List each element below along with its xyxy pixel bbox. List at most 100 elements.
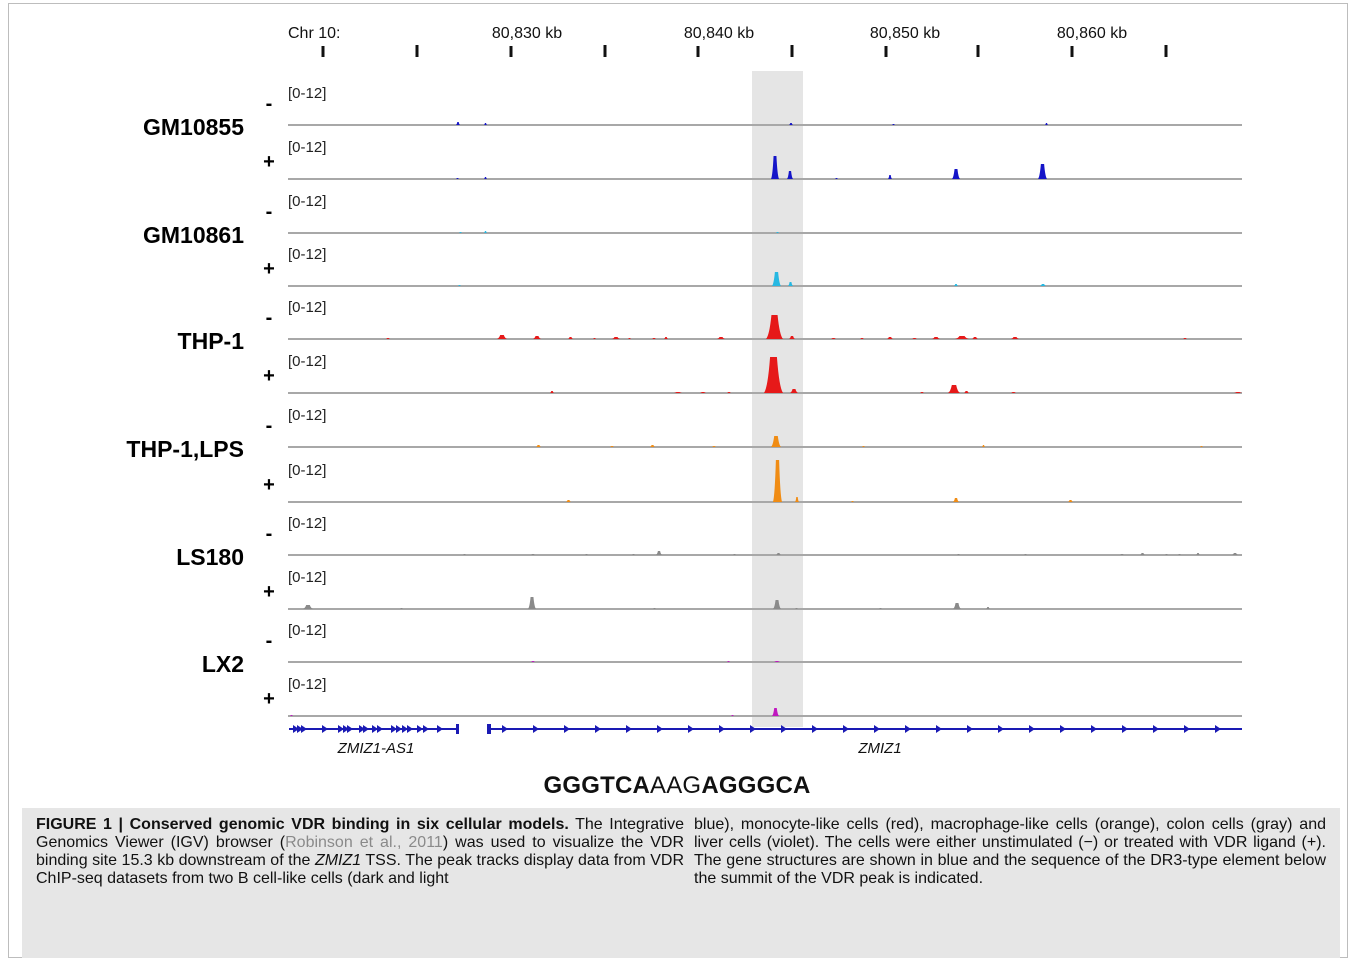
track-range-label: [0-12] — [288, 193, 326, 210]
cell-line-label: LS180 — [176, 544, 244, 570]
peak — [536, 445, 541, 447]
chrom-label: Chr 10: — [288, 25, 340, 42]
cell-line-label: THP-1 — [178, 328, 245, 354]
peak — [1165, 554, 1168, 555]
peak — [982, 445, 985, 447]
peak — [733, 554, 736, 555]
peak — [1120, 554, 1124, 555]
peak — [835, 178, 838, 179]
gene-exon-zmiz1-start — [487, 724, 491, 734]
peak — [1200, 446, 1203, 447]
ligand-plus-label: + — [263, 151, 275, 173]
peak — [674, 392, 682, 393]
peak — [458, 285, 461, 286]
track-lx2-minus: [0-12]- — [266, 622, 1242, 663]
peak — [459, 232, 462, 233]
peak — [787, 171, 793, 179]
strand-arrow — [297, 725, 303, 733]
caption-text-1: The Integrative Genomics Viewer (IGV) br… — [36, 816, 685, 851]
caption-title: FIGURE 1 | Conserved genomic VDR binding… — [36, 816, 569, 833]
strand-arrow — [843, 725, 849, 733]
caption-reference-link[interactable]: Robinson et al., 2011 — [285, 834, 443, 851]
peak — [851, 501, 854, 502]
ligand-plus-label: + — [263, 365, 275, 387]
peak — [766, 315, 783, 339]
peak — [628, 338, 631, 339]
peak — [957, 554, 960, 555]
strand-arrow — [1215, 725, 1221, 733]
peak — [566, 500, 571, 502]
sequence-spacer: AAG — [650, 772, 702, 799]
peak — [1234, 392, 1242, 393]
peak — [773, 600, 781, 609]
peak — [700, 392, 706, 393]
axis-ticks — [321, 45, 1168, 57]
peak — [1140, 553, 1145, 555]
peak — [955, 336, 969, 339]
peak — [1038, 164, 1047, 179]
peak — [727, 661, 730, 662]
tick-label-80830: 80,830 kb — [492, 25, 562, 42]
track-thp-1-lps-minus: [0-12]- — [266, 407, 1242, 448]
peak — [912, 338, 917, 339]
cell-line-label: GM10855 — [143, 114, 244, 140]
peak — [953, 603, 961, 609]
track-ls180-minus: [0-12]- — [266, 515, 1242, 556]
strand-arrow — [719, 725, 725, 733]
ligand-plus-label: + — [263, 258, 275, 280]
strand-arrow — [372, 725, 378, 733]
strand-arrow — [936, 725, 942, 733]
track-range-label: [0-12] — [288, 462, 326, 479]
track-ls180-plus: [0-12] + — [263, 569, 1242, 610]
peak — [497, 335, 507, 339]
caption-text-3: TSS. The peak tracks display data from V… — [36, 852, 684, 887]
caption-text-right: blue), monocyte-like cells (red), macrop… — [694, 816, 1326, 887]
peak — [771, 436, 781, 447]
strand-arrow — [338, 725, 344, 733]
strand-arrow — [812, 725, 818, 733]
peak — [860, 338, 864, 339]
cell-line-label: GM10861 — [143, 222, 244, 248]
strand-arrow — [502, 725, 508, 733]
tick-label-80840: 80,840 kb — [684, 25, 754, 42]
dr3-sequence: GGGTCAAAGAGGGCA — [0, 772, 1354, 800]
track-thp-1-plus: [0-12] + — [263, 353, 1242, 394]
peak — [932, 337, 940, 339]
peak — [789, 336, 795, 339]
strand-arrow — [343, 725, 349, 733]
peak — [585, 554, 588, 555]
strand-arrow — [595, 725, 601, 733]
gene-structure-track: ZMIZ1-AS1 ZMIZ1 — [289, 724, 1242, 757]
track-range-label: [0-12] — [288, 676, 326, 693]
peak — [772, 272, 781, 286]
peak — [790, 389, 798, 393]
peak — [1024, 554, 1027, 555]
strand-arrow — [391, 725, 397, 733]
strand-arrow — [657, 725, 663, 733]
track-range-label: [0-12] — [288, 246, 326, 263]
peak — [652, 338, 656, 339]
peak — [776, 553, 781, 555]
peak — [964, 391, 969, 393]
strand-arrow — [564, 725, 570, 733]
peak — [568, 337, 573, 339]
peak — [954, 284, 958, 286]
peak — [456, 122, 460, 125]
peak — [650, 445, 655, 447]
peak — [656, 551, 662, 555]
ligand-minus-label: - — [266, 307, 273, 329]
sequence-half-site-2: AGGGCA — [701, 772, 811, 799]
strand-arrow — [750, 725, 756, 733]
ligand-minus-label: - — [266, 523, 273, 545]
cell-line-label: THP-1,LPS — [126, 436, 244, 462]
strand-arrow — [347, 725, 353, 733]
strand-arrow — [1029, 725, 1035, 733]
track-gm10861-minus: [0-12]- — [266, 193, 1242, 234]
track-thp-1-lps-plus: [0-12] + — [263, 460, 1242, 503]
peak — [795, 497, 799, 502]
strand-arrow — [396, 725, 402, 733]
peak — [948, 385, 960, 393]
strand-arrow — [626, 725, 632, 733]
peak — [776, 232, 779, 233]
strand-arrow — [1091, 725, 1097, 733]
